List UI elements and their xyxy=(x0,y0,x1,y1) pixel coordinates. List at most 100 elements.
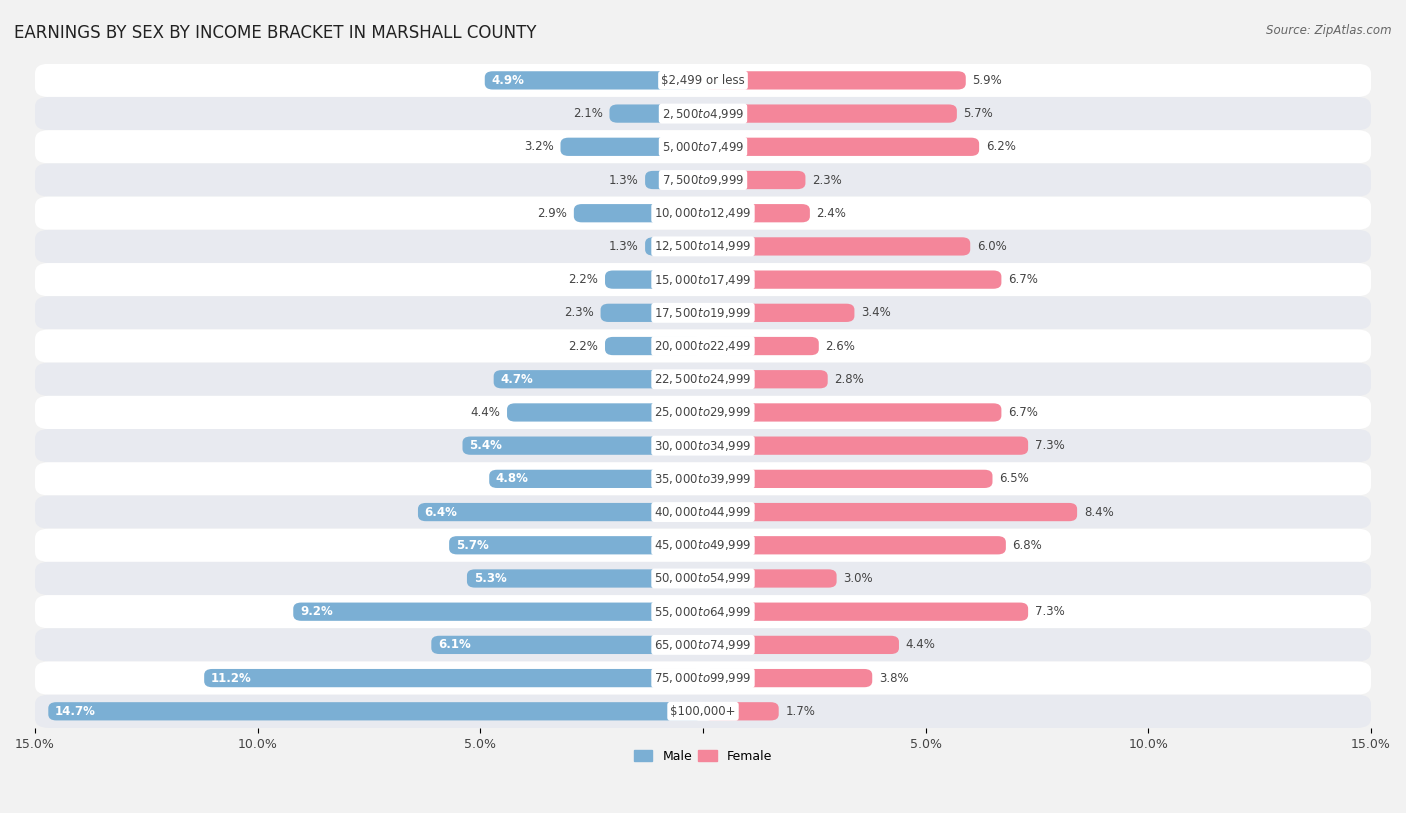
Text: 1.7%: 1.7% xyxy=(786,705,815,718)
FancyBboxPatch shape xyxy=(432,636,703,654)
Text: 5.9%: 5.9% xyxy=(973,74,1002,87)
Text: 5.4%: 5.4% xyxy=(470,439,502,452)
FancyBboxPatch shape xyxy=(605,337,703,355)
Text: $12,500 to $14,999: $12,500 to $14,999 xyxy=(654,239,752,254)
Text: $55,000 to $64,999: $55,000 to $64,999 xyxy=(654,605,752,619)
FancyBboxPatch shape xyxy=(703,536,1005,554)
Text: 4.4%: 4.4% xyxy=(471,406,501,419)
FancyBboxPatch shape xyxy=(485,72,703,89)
FancyBboxPatch shape xyxy=(35,662,1371,694)
FancyBboxPatch shape xyxy=(561,137,703,156)
Text: $45,000 to $49,999: $45,000 to $49,999 xyxy=(654,538,752,552)
Text: $5,000 to $7,499: $5,000 to $7,499 xyxy=(662,140,744,154)
FancyBboxPatch shape xyxy=(703,271,1001,289)
FancyBboxPatch shape xyxy=(645,237,703,255)
FancyBboxPatch shape xyxy=(703,437,1028,454)
FancyBboxPatch shape xyxy=(703,370,828,389)
FancyBboxPatch shape xyxy=(35,329,1371,363)
Text: $2,500 to $4,999: $2,500 to $4,999 xyxy=(662,107,744,120)
FancyBboxPatch shape xyxy=(703,636,898,654)
FancyBboxPatch shape xyxy=(418,503,703,521)
Text: 1.3%: 1.3% xyxy=(609,240,638,253)
Text: $35,000 to $39,999: $35,000 to $39,999 xyxy=(654,472,752,486)
Text: 2.2%: 2.2% xyxy=(568,340,599,353)
Text: 2.9%: 2.9% xyxy=(537,207,567,220)
FancyBboxPatch shape xyxy=(609,104,703,123)
FancyBboxPatch shape xyxy=(35,562,1371,595)
Text: $15,000 to $17,499: $15,000 to $17,499 xyxy=(654,272,752,287)
FancyBboxPatch shape xyxy=(35,694,1371,728)
Text: 6.4%: 6.4% xyxy=(425,506,457,519)
Text: 2.4%: 2.4% xyxy=(817,207,846,220)
FancyBboxPatch shape xyxy=(35,363,1371,396)
FancyBboxPatch shape xyxy=(204,669,703,687)
Text: 5.7%: 5.7% xyxy=(963,107,993,120)
FancyBboxPatch shape xyxy=(703,702,779,720)
Text: 3.0%: 3.0% xyxy=(844,572,873,585)
FancyBboxPatch shape xyxy=(489,470,703,488)
FancyBboxPatch shape xyxy=(35,628,1371,662)
Text: 2.3%: 2.3% xyxy=(564,307,593,320)
Text: 3.8%: 3.8% xyxy=(879,672,908,685)
Text: $50,000 to $54,999: $50,000 to $54,999 xyxy=(654,572,752,585)
Text: $22,500 to $24,999: $22,500 to $24,999 xyxy=(654,372,752,386)
FancyBboxPatch shape xyxy=(703,569,837,588)
FancyBboxPatch shape xyxy=(35,396,1371,429)
FancyBboxPatch shape xyxy=(494,370,703,389)
FancyBboxPatch shape xyxy=(467,569,703,588)
FancyBboxPatch shape xyxy=(703,171,806,189)
Text: 8.4%: 8.4% xyxy=(1084,506,1114,519)
Text: 6.0%: 6.0% xyxy=(977,240,1007,253)
FancyBboxPatch shape xyxy=(35,97,1371,130)
FancyBboxPatch shape xyxy=(449,536,703,554)
FancyBboxPatch shape xyxy=(48,702,703,720)
Text: 4.9%: 4.9% xyxy=(492,74,524,87)
Text: 2.2%: 2.2% xyxy=(568,273,599,286)
FancyBboxPatch shape xyxy=(294,602,703,621)
Text: 1.3%: 1.3% xyxy=(609,173,638,186)
Text: 9.2%: 9.2% xyxy=(299,605,333,618)
FancyBboxPatch shape xyxy=(35,463,1371,495)
FancyBboxPatch shape xyxy=(35,595,1371,628)
Text: 5.3%: 5.3% xyxy=(474,572,506,585)
Text: 4.4%: 4.4% xyxy=(905,638,935,651)
FancyBboxPatch shape xyxy=(508,403,703,422)
Text: 3.4%: 3.4% xyxy=(860,307,891,320)
Text: $30,000 to $34,999: $30,000 to $34,999 xyxy=(654,439,752,453)
FancyBboxPatch shape xyxy=(605,271,703,289)
FancyBboxPatch shape xyxy=(703,237,970,255)
FancyBboxPatch shape xyxy=(703,104,957,123)
FancyBboxPatch shape xyxy=(703,669,872,687)
Text: 5.7%: 5.7% xyxy=(456,539,488,552)
FancyBboxPatch shape xyxy=(703,337,818,355)
FancyBboxPatch shape xyxy=(35,130,1371,163)
FancyBboxPatch shape xyxy=(574,204,703,222)
FancyBboxPatch shape xyxy=(703,72,966,89)
Text: $7,500 to $9,999: $7,500 to $9,999 xyxy=(662,173,744,187)
FancyBboxPatch shape xyxy=(703,304,855,322)
FancyBboxPatch shape xyxy=(35,230,1371,263)
Text: 3.2%: 3.2% xyxy=(524,141,554,154)
FancyBboxPatch shape xyxy=(35,528,1371,562)
Text: 6.5%: 6.5% xyxy=(1000,472,1029,485)
Text: 14.7%: 14.7% xyxy=(55,705,96,718)
Text: $40,000 to $44,999: $40,000 to $44,999 xyxy=(654,505,752,519)
Text: $100,000+: $100,000+ xyxy=(671,705,735,718)
Text: 7.3%: 7.3% xyxy=(1035,439,1064,452)
FancyBboxPatch shape xyxy=(35,296,1371,329)
Text: Source: ZipAtlas.com: Source: ZipAtlas.com xyxy=(1267,24,1392,37)
Text: 11.2%: 11.2% xyxy=(211,672,252,685)
FancyBboxPatch shape xyxy=(35,495,1371,528)
FancyBboxPatch shape xyxy=(703,503,1077,521)
Text: 6.7%: 6.7% xyxy=(1008,406,1038,419)
FancyBboxPatch shape xyxy=(703,204,810,222)
Text: 6.1%: 6.1% xyxy=(439,638,471,651)
Text: $25,000 to $29,999: $25,000 to $29,999 xyxy=(654,406,752,420)
Text: $17,500 to $19,999: $17,500 to $19,999 xyxy=(654,306,752,320)
Text: 4.8%: 4.8% xyxy=(496,472,529,485)
Text: $75,000 to $99,999: $75,000 to $99,999 xyxy=(654,671,752,685)
Text: 6.2%: 6.2% xyxy=(986,141,1015,154)
FancyBboxPatch shape xyxy=(35,263,1371,296)
FancyBboxPatch shape xyxy=(35,63,1371,97)
FancyBboxPatch shape xyxy=(703,403,1001,422)
